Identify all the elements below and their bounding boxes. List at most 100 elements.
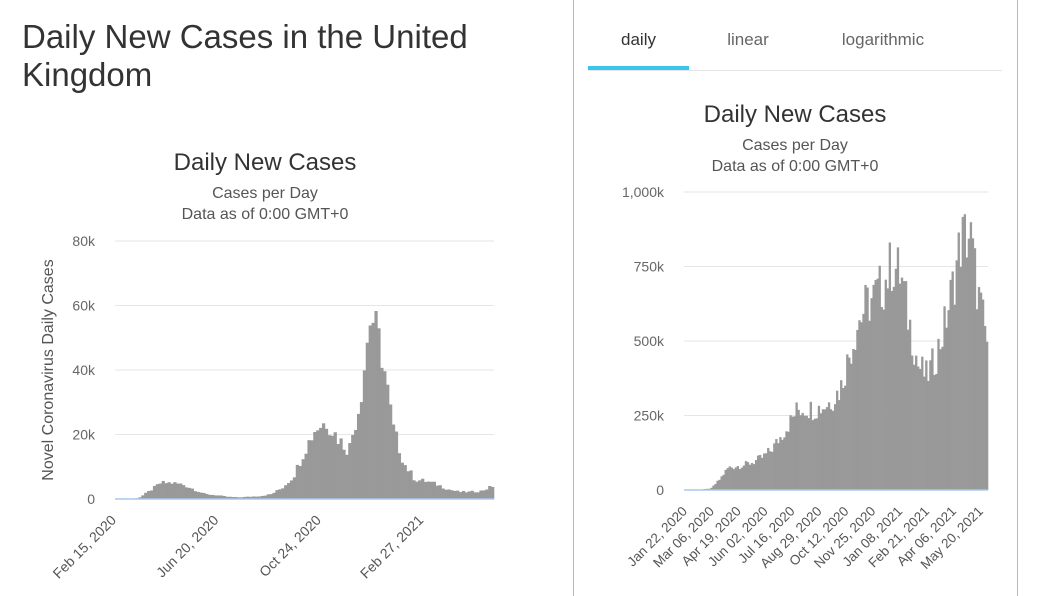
bar bbox=[714, 483, 717, 490]
bar bbox=[240, 497, 244, 499]
bar bbox=[785, 431, 788, 490]
y-tick-label: 40k bbox=[72, 362, 96, 378]
bar bbox=[167, 482, 171, 499]
bar bbox=[724, 469, 727, 490]
chart-subtitle: Cases per Day bbox=[742, 137, 848, 154]
left-panel: Daily New Cases in the United Kingdom Da… bbox=[22, 18, 495, 582]
right-panel: daily linear logarithmic Daily New Cases… bbox=[574, 0, 1017, 596]
bar bbox=[441, 488, 445, 499]
bar bbox=[803, 415, 806, 490]
bar bbox=[456, 490, 460, 499]
bar bbox=[831, 410, 835, 490]
bar bbox=[890, 290, 894, 490]
bar bbox=[902, 281, 906, 490]
bar bbox=[765, 453, 768, 490]
bar bbox=[720, 476, 723, 490]
bar bbox=[450, 490, 454, 499]
bar bbox=[152, 485, 157, 499]
bar bbox=[732, 469, 735, 490]
bar bbox=[237, 497, 241, 499]
bar bbox=[432, 481, 436, 499]
bar bbox=[884, 279, 887, 490]
bar bbox=[811, 420, 815, 490]
tab-logarithmic[interactable]: logarithmic bbox=[841, 30, 925, 49]
bar bbox=[833, 404, 837, 490]
bar bbox=[149, 490, 154, 499]
bar bbox=[876, 278, 879, 490]
bar bbox=[243, 496, 247, 499]
bar bbox=[284, 485, 288, 499]
bar bbox=[985, 341, 989, 490]
bar bbox=[860, 322, 863, 490]
bar bbox=[921, 356, 924, 490]
bar bbox=[228, 496, 232, 499]
bar bbox=[164, 483, 168, 499]
bar bbox=[397, 453, 402, 499]
bar bbox=[324, 428, 329, 499]
chart-title: Daily New Cases bbox=[704, 101, 887, 128]
bar bbox=[403, 465, 407, 499]
bar bbox=[858, 320, 861, 490]
bar bbox=[823, 409, 827, 490]
bar bbox=[272, 492, 276, 499]
bar bbox=[292, 477, 297, 499]
bar bbox=[313, 431, 317, 499]
bar bbox=[844, 385, 847, 490]
bar bbox=[459, 492, 463, 499]
bar bbox=[953, 304, 956, 490]
bar bbox=[736, 466, 740, 490]
bar bbox=[965, 257, 969, 490]
panel-divider bbox=[573, 0, 574, 596]
bar bbox=[173, 482, 177, 499]
bar bbox=[923, 376, 926, 490]
bar bbox=[769, 451, 772, 490]
bar bbox=[438, 485, 442, 499]
bar bbox=[406, 471, 410, 499]
tab-daily[interactable]: daily bbox=[621, 30, 656, 49]
chart-subtitle: Data as of 0:00 GMT+0 bbox=[712, 158, 879, 175]
bar bbox=[836, 390, 839, 490]
bar bbox=[848, 357, 851, 490]
chart-left-daily-cases: Daily New Cases Cases per Day Data as of 0… bbox=[40, 149, 495, 582]
bar bbox=[252, 496, 256, 499]
bar bbox=[254, 496, 259, 499]
chart-right-daily-cases: Daily New Cases Cases per Day Data as of 0… bbox=[622, 101, 989, 572]
bar bbox=[179, 483, 183, 499]
bar bbox=[298, 465, 302, 499]
bar bbox=[763, 453, 766, 490]
bar bbox=[339, 438, 343, 499]
bar bbox=[473, 492, 477, 499]
bar bbox=[910, 355, 914, 490]
bar bbox=[754, 460, 758, 490]
y-axis-label: Novel Coronavirus Daily Cases bbox=[40, 259, 57, 480]
bar bbox=[878, 265, 881, 490]
bar bbox=[182, 485, 186, 499]
bar bbox=[386, 384, 390, 499]
bar bbox=[943, 306, 946, 490]
bar bbox=[886, 288, 889, 490]
tab-linear[interactable]: linear bbox=[727, 30, 769, 49]
bar bbox=[479, 490, 483, 499]
bar bbox=[348, 443, 352, 499]
bar bbox=[799, 415, 802, 490]
bar bbox=[791, 416, 794, 490]
bar bbox=[491, 486, 495, 499]
bar bbox=[138, 497, 142, 499]
bar bbox=[827, 402, 831, 490]
bar bbox=[336, 444, 340, 499]
bar bbox=[356, 413, 361, 499]
bar bbox=[838, 400, 841, 490]
bar bbox=[941, 346, 944, 490]
chart-subtitle: Data as of 0:00 GMT+0 bbox=[182, 206, 349, 223]
bar bbox=[955, 260, 958, 490]
bar bbox=[846, 354, 849, 490]
bar bbox=[202, 492, 206, 499]
bar bbox=[819, 413, 823, 490]
y-tick-label: 250k bbox=[634, 408, 665, 424]
bar bbox=[409, 470, 413, 499]
bar bbox=[868, 320, 871, 490]
bar bbox=[771, 451, 774, 490]
x-tick-label: Feb 27, 2021 bbox=[357, 512, 427, 582]
bar bbox=[316, 430, 320, 499]
bar bbox=[246, 496, 250, 499]
